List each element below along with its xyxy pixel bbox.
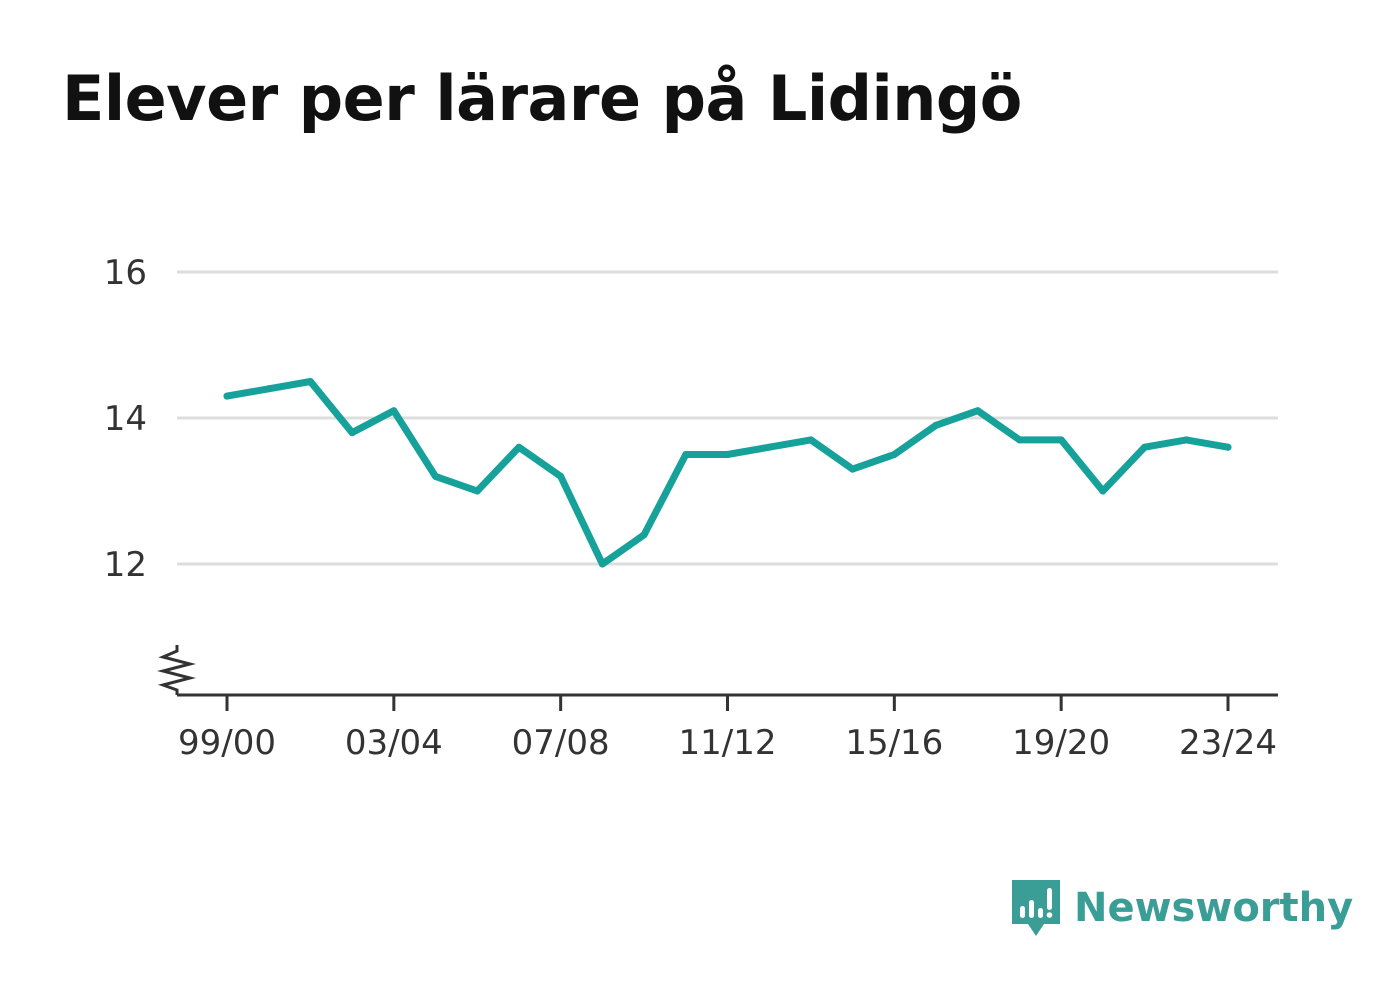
- data-point: [348, 429, 356, 437]
- chart-title: Elever per lärare på Lidingö: [62, 62, 1022, 135]
- data-point: [390, 407, 398, 415]
- data-point: [1224, 443, 1232, 451]
- data-point: [765, 443, 773, 451]
- data-point: [1015, 436, 1023, 444]
- data-point: [223, 392, 231, 400]
- data-point: [1057, 436, 1065, 444]
- series-layer: [223, 378, 1232, 568]
- data-point: [1099, 487, 1107, 495]
- x-tick-label: 11/12: [679, 723, 777, 763]
- data-point: [724, 451, 731, 458]
- data-point: [473, 487, 481, 495]
- data-point: [682, 451, 690, 458]
- y-tick-label: 16: [104, 253, 147, 293]
- brand-logo[interactable]: Newsworthy: [1010, 878, 1353, 938]
- x-tick-label: 23/24: [1179, 723, 1277, 763]
- data-point: [849, 465, 857, 473]
- axis-break-mark: [157, 645, 196, 695]
- x-axis: 99/00 03/04 07/08 11/12 15/16 19/20 23/24: [157, 645, 1278, 763]
- newsworthy-logo-icon: [1012, 880, 1060, 936]
- gridlines: 12 14 16: [104, 253, 1278, 585]
- data-point: [515, 443, 523, 451]
- data-point: [640, 531, 648, 539]
- x-tick-label: 03/04: [345, 723, 443, 763]
- data-point: [432, 472, 440, 480]
- brand-name: Newsworthy: [1074, 885, 1354, 931]
- data-point: [890, 451, 898, 458]
- data-point: [1182, 436, 1190, 444]
- y-tick-label: 12: [104, 545, 147, 585]
- y-tick-label: 14: [104, 399, 147, 439]
- data-point: [265, 385, 273, 393]
- data-point: [598, 560, 606, 568]
- x-tick-label: 19/20: [1012, 723, 1110, 763]
- data-point: [557, 472, 565, 480]
- data-point: [1141, 443, 1149, 451]
- data-point: [807, 436, 815, 444]
- x-tick-label: 99/00: [178, 723, 276, 763]
- data-point: [306, 378, 314, 385]
- data-point: [932, 421, 940, 429]
- x-tick-label: 07/08: [512, 723, 610, 763]
- data-point: [974, 407, 982, 415]
- x-tick-label: 15/16: [845, 723, 943, 763]
- series-line: [223, 378, 1232, 568]
